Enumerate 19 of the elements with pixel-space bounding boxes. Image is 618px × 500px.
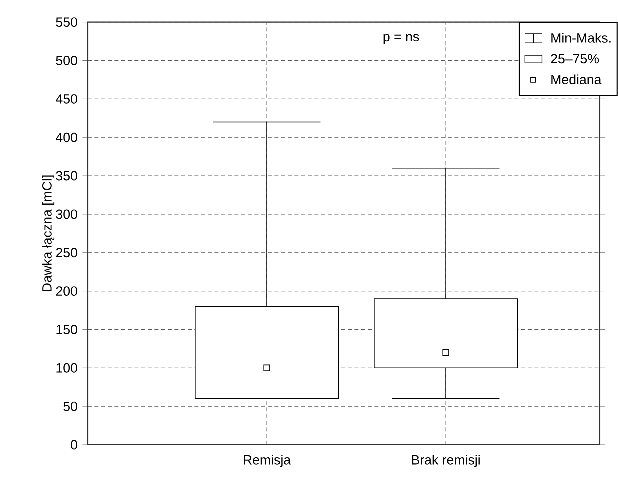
y-tick-label: 50 bbox=[64, 402, 78, 412]
y-tick-label: 450 bbox=[56, 94, 78, 104]
y-tick-label: 0 bbox=[71, 440, 78, 450]
y-tick-label: 550 bbox=[56, 18, 78, 28]
y-axis-title: Dawka łączna [mCl] bbox=[42, 176, 55, 292]
y-tick-label: 500 bbox=[56, 56, 78, 66]
y-tick-label: 200 bbox=[56, 286, 78, 296]
annotation: 25–75% bbox=[551, 54, 600, 64]
y-tick-label: 400 bbox=[56, 132, 78, 142]
annotation: p = ns bbox=[384, 34, 420, 44]
y-tick-label: 350 bbox=[56, 171, 78, 181]
x-tick-label: Brak remisji bbox=[412, 455, 480, 468]
annotation: Mediana bbox=[552, 74, 602, 84]
y-tick-label: 150 bbox=[56, 325, 78, 334]
x-tick-label: Remisja bbox=[244, 455, 292, 468]
y-tick-label: 300 bbox=[56, 210, 78, 220]
y-tick-label: 100 bbox=[56, 363, 78, 373]
annotation: Min-Maks. bbox=[552, 33, 611, 43]
y-tick-label: 250 bbox=[56, 248, 78, 258]
